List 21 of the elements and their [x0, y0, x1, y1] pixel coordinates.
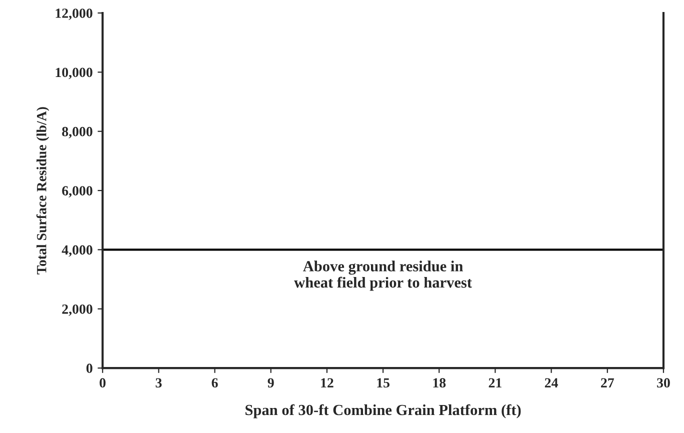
annotation: Above ground residue in wheat field prior to harvest — [294, 260, 472, 291]
y-tick-label: 2,000 — [62, 304, 92, 316]
x-tick-label: 30 — [657, 378, 670, 388]
x-tick-label: 21 — [488, 378, 502, 388]
y-tick-label: 4,000 — [62, 245, 92, 257]
x-tick-label: 6 — [212, 378, 218, 388]
x-tick-label: 9 — [268, 378, 274, 388]
y-tick-label: 12,000 — [56, 8, 92, 20]
x-tick-label: 24 — [544, 378, 558, 388]
y-axis-title: Total Surface Residue (lb/A) — [36, 107, 50, 274]
x-tick-label: 18 — [433, 378, 446, 388]
y-tick-label: 6,000 — [62, 186, 92, 198]
y-tick-label: 8,000 — [62, 126, 92, 138]
x-tick-label: 27 — [601, 378, 614, 388]
x-axis-title: Span of 30-ft Combine Grain Platform (ft) — [246, 404, 521, 418]
x-tick-label: 12 — [321, 378, 334, 388]
y-tick-label: 0 — [86, 364, 92, 374]
y-tick-label: 10,000 — [56, 68, 92, 80]
x-tick-label: 3 — [156, 378, 162, 388]
x-tick-label: 15 — [377, 378, 390, 388]
x-tick-label: 0 — [100, 378, 106, 388]
